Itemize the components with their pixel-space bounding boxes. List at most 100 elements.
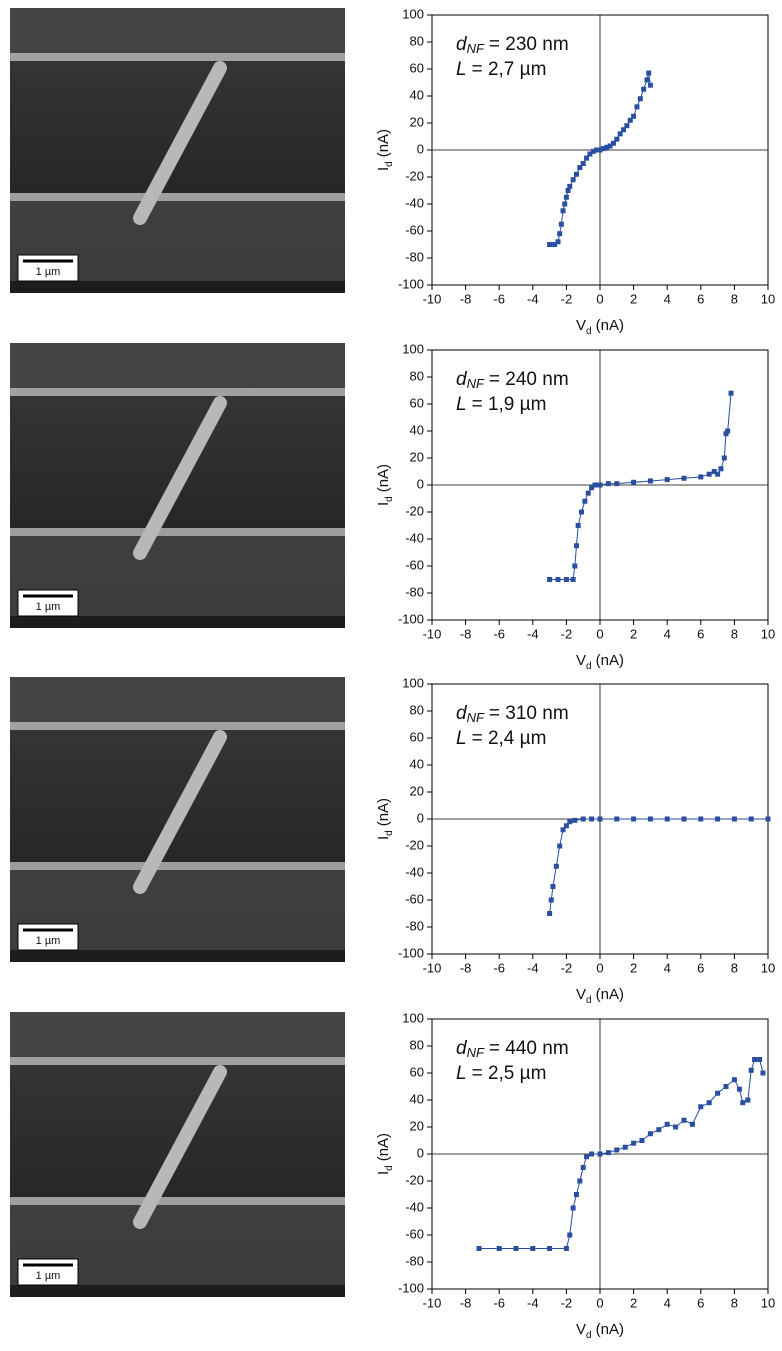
ann-var: d [456,703,468,724]
x-tick-label: -4 [527,1295,539,1310]
x-tick-label: 10 [761,626,775,641]
data-point [567,1232,573,1238]
data-point [721,455,727,461]
y-tick-label: 40 [410,1091,424,1106]
y-tick-label: -20 [405,168,424,183]
electrode [10,722,345,730]
label-sub: d [384,830,395,836]
series-line [549,393,732,580]
ann-sub: NF [467,1045,485,1060]
data-point [567,183,573,189]
data-point [552,242,558,247]
nanowire [133,396,227,560]
y-tick-label: 80 [410,702,424,717]
x-tick-label: -6 [493,1295,505,1310]
y-tick-label: 80 [410,368,424,383]
y-tick-label: 0 [417,1145,424,1160]
x-tick-label: -10 [423,960,442,975]
data-point [748,816,754,822]
y-tick-label: -80 [405,249,424,264]
data-point [557,231,563,237]
data-point [557,843,563,849]
x-tick-label: 2 [630,960,637,975]
label-sub: d [384,161,395,167]
data-point [560,208,566,214]
data-point [715,816,721,822]
y-axis-label: Id (nA) [375,798,395,840]
data-point [547,577,553,582]
data-point [647,478,653,484]
data-point [639,1138,645,1143]
data-point [673,1124,679,1130]
data-point [597,482,603,488]
electrode [10,862,345,870]
scale-box [17,923,79,951]
data-point [563,1246,569,1251]
y-tick-label: 60 [410,60,424,75]
electrode [10,53,345,61]
ann-var: L [456,59,467,80]
data-point [597,1151,603,1157]
data-point [585,490,591,496]
data-point [563,823,569,829]
label-sub: d [586,661,592,672]
x-tick-label: 4 [664,291,671,306]
data-point [605,481,611,487]
x-tick-label: 4 [664,1295,671,1310]
data-point [594,147,600,153]
x-tick-label: -4 [527,626,539,641]
label-sub: d [384,1165,395,1171]
scale-label: 1 µm [36,935,61,947]
data-point [681,816,687,822]
ann-var: d [456,369,468,390]
data-point [621,127,627,133]
data-point [607,143,613,149]
label-unit: (nA) [596,652,624,669]
data-point [610,140,616,146]
data-point [631,479,637,485]
label-unit: (nA) [375,464,392,492]
x-tick-label: 8 [731,291,738,306]
x-tick-label: 4 [664,626,671,641]
nanowire [133,730,227,894]
data-point [563,577,569,582]
data-point [706,1100,712,1106]
ann-sub: NF [467,41,485,56]
data-point [573,543,579,549]
label-unit: (nA) [596,317,624,334]
scale-label: 1 µm [36,1270,61,1282]
y-tick-label: 60 [410,1064,424,1079]
data-point [614,481,620,487]
nanowire [133,1065,227,1229]
data-point [723,431,729,437]
x-tick-label: -8 [460,291,472,306]
ann-text: = 2,4 µm [472,728,547,749]
data-point [558,221,564,227]
data-point [589,485,595,491]
annotation: dNF = 440 nm [456,1038,569,1060]
y-tick-label: 80 [410,1037,424,1052]
data-point [681,1117,687,1123]
data-point [547,1246,553,1251]
ann-text: = 1,9 µm [472,394,547,415]
x-tick-label: -2 [561,1295,573,1310]
x-tick-label: -2 [561,960,573,975]
data-point [592,482,598,488]
data-point [553,863,559,869]
data-point [760,1070,766,1076]
y-tick-label: 60 [410,729,424,744]
data-point [706,471,712,477]
label-sub: d [586,995,592,1006]
data-point [647,1131,653,1137]
data-point [570,177,576,183]
data-point [614,816,620,822]
ann-text: = 310 nm [489,703,569,724]
data-point [718,466,724,472]
y-tick-label: -20 [405,1172,424,1187]
data-point [547,242,553,247]
ann-var: d [456,34,468,55]
data-point [600,146,606,152]
label-sub: d [586,326,592,337]
data-point [570,577,576,582]
x-tick-label: 10 [761,960,775,975]
